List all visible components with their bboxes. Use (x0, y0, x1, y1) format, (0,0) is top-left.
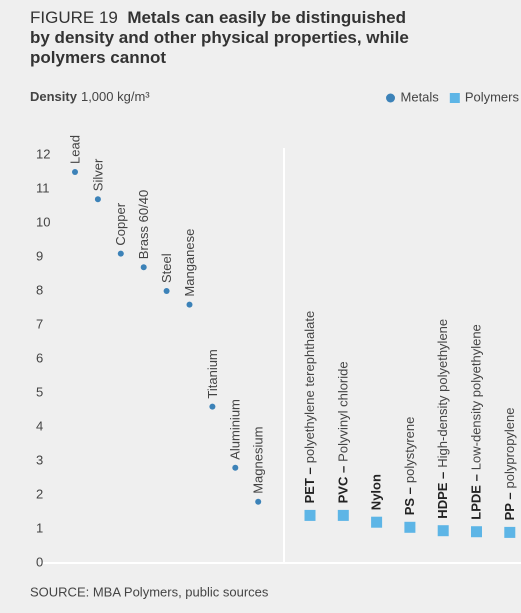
metal-point (72, 169, 78, 175)
polymer-point (337, 509, 349, 521)
y-tick-label: 12 (36, 146, 50, 161)
legend-label: Polymers (465, 89, 520, 104)
y-tick-label: 7 (36, 316, 43, 331)
y-tick-label: 1 (36, 520, 43, 535)
label-bold: Nylon (369, 474, 384, 510)
point-label: LPDE – Low-density polyethylene (469, 324, 484, 520)
metal-point (186, 301, 193, 308)
point-label: PVC – Polyvinyl chloride (336, 361, 351, 503)
point-label: Manganese (182, 229, 197, 297)
polymer-point (504, 526, 516, 538)
polymer-point (371, 516, 383, 528)
point-label: Copper (113, 202, 128, 245)
legend-marker (449, 93, 460, 103)
label-bold: PS – (402, 487, 417, 515)
point-label: Magnesium (251, 427, 266, 494)
metal-point (140, 264, 147, 271)
point-label: HDPE – High-density polyethylene (436, 319, 451, 519)
point-label: PET – polyethylene terephthalate (302, 311, 317, 504)
metal-point (209, 403, 216, 410)
legend-marker (386, 93, 396, 103)
figure-number: FIGURE 19 (30, 8, 118, 27)
label-text: polystyrene (402, 417, 417, 483)
label-text: polypropylene (502, 407, 517, 488)
polymer-point (437, 525, 449, 537)
y-tick-label: 2 (36, 486, 43, 501)
chart-title: FIGURE 19 Metals can easily be distingui… (30, 8, 430, 68)
point-label: Steel (159, 253, 174, 283)
y-tick-label: 10 (36, 214, 50, 229)
source: SOURCE: MBA Polymers, public sources (30, 584, 269, 599)
polymer-point (404, 521, 416, 533)
point-label: PS – polystyrene (402, 417, 417, 516)
polymer-point (471, 526, 482, 538)
y-tick-label: 11 (36, 180, 50, 195)
metal-point (255, 498, 262, 505)
label-bold: PVC – (336, 466, 351, 504)
metal-point (117, 250, 124, 257)
point-label: Nylon (369, 474, 384, 510)
y-label-bold: Density (30, 89, 78, 104)
label-text: High-density polyethylene (436, 319, 451, 468)
label-bold: PET – (302, 467, 317, 503)
y-tick-label: 4 (36, 418, 43, 433)
y-tick-label: 5 (36, 384, 43, 399)
metal-point (94, 196, 101, 203)
point-label: Silver (90, 158, 105, 191)
polymer-point (304, 509, 316, 521)
y-tick-label: 8 (36, 282, 43, 297)
label-bold: LPDE – (469, 474, 484, 520)
label-bold: HDPE – (436, 472, 451, 519)
point-label: Brass 60/40 (136, 190, 151, 259)
point-label: Aluminium (228, 399, 243, 460)
label-text: polyethylene terephthalate (302, 311, 317, 464)
y-tick-label: 9 (36, 248, 43, 263)
point-label: Titanium (205, 349, 220, 398)
y-tick-label: 0 (36, 554, 43, 569)
title-text: Metals can easily be distinguished by de… (30, 8, 409, 67)
y-tick-label: 6 (36, 350, 43, 365)
y-tick-label: 3 (36, 452, 43, 467)
metal-point (232, 464, 239, 471)
legend-label: Metals (401, 89, 440, 104)
label-text: Low-density polyethylene (469, 324, 484, 470)
point-label: Lead (67, 135, 82, 164)
y-axis-label: Density 1,000 kg/m³ (30, 89, 150, 104)
metal-point (163, 288, 170, 294)
point-label: PP – polypropylene (502, 407, 517, 520)
label-bold: PP – (502, 492, 517, 520)
label-text: Polyvinyl chloride (336, 361, 351, 461)
y-label-unit: 1,000 kg/m³ (81, 89, 150, 104)
